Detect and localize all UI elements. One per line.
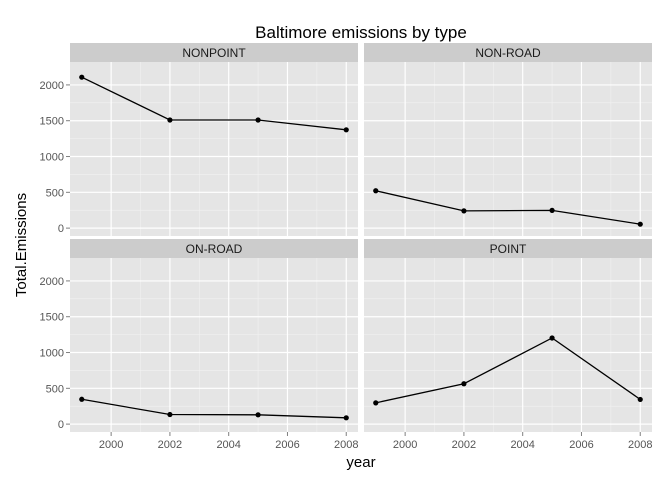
panel-background — [364, 62, 652, 236]
x-tick-label: 2004 — [216, 439, 240, 451]
y-tick-label: 1000 — [40, 152, 64, 164]
y-tick-label: 500 — [46, 383, 64, 395]
data-point — [461, 381, 467, 387]
data-point — [167, 411, 173, 418]
y-tick-label: 1000 — [40, 348, 64, 360]
facet-strip — [364, 43, 652, 62]
x-tick-label: 2008 — [628, 439, 652, 451]
data-point — [255, 412, 261, 418]
x-tick-label: 2000 — [99, 439, 123, 451]
facet-strip-label: NON-ROAD — [475, 46, 541, 60]
data-point — [255, 117, 261, 123]
data-point — [549, 207, 555, 213]
facet-strip — [70, 239, 358, 258]
data-point — [79, 396, 85, 402]
y-tick-label: 2000 — [40, 276, 64, 288]
data-point — [637, 221, 643, 227]
data-point — [549, 335, 555, 341]
x-tick-label: 2002 — [452, 439, 476, 451]
chart-title: Baltimore emissions by type — [255, 23, 467, 42]
y-tick-label: 1500 — [40, 312, 64, 324]
panel-background — [70, 258, 358, 432]
panel-background — [70, 62, 358, 236]
facet-strip — [364, 239, 652, 258]
x-tick-label: 2008 — [334, 439, 358, 451]
y-tick-label: 0 — [58, 223, 64, 235]
y-tick-label: 2000 — [40, 80, 64, 92]
panel-background — [364, 258, 652, 432]
data-point — [637, 396, 643, 403]
facet-strip-label: POINT — [490, 242, 527, 256]
data-point — [167, 117, 173, 123]
facet-panels: NONPOINT 0 500 1000 1500 2000 NON-ROAD ON-ROAD 0… — [40, 43, 652, 451]
series-line — [375, 337, 641, 404]
y-axis-title: Total.Emissions — [13, 193, 30, 297]
x-tick-label: 2006 — [275, 439, 299, 451]
data-point — [79, 74, 85, 80]
y-tick-label: 500 — [46, 187, 64, 199]
facet-strip — [70, 43, 358, 62]
y-tick-label: 1500 — [40, 116, 64, 128]
x-tick-label: 2000 — [393, 439, 417, 451]
series-line — [81, 398, 347, 419]
data-point — [373, 188, 379, 194]
x-tick-label: 2006 — [569, 439, 593, 451]
facet-strip-label: ON-ROAD — [186, 242, 243, 256]
x-tick-label: 2004 — [510, 439, 534, 451]
y-tick-label: 0 — [58, 419, 64, 431]
series-line — [375, 190, 641, 225]
x-axis-title: year — [346, 454, 375, 471]
data-point — [343, 415, 349, 421]
data-point — [461, 208, 467, 214]
data-point — [343, 127, 349, 133]
series-line — [81, 76, 347, 131]
x-tick-label: 2002 — [158, 439, 182, 451]
facet-strip-label: NONPOINT — [182, 46, 246, 60]
data-point — [373, 400, 379, 406]
